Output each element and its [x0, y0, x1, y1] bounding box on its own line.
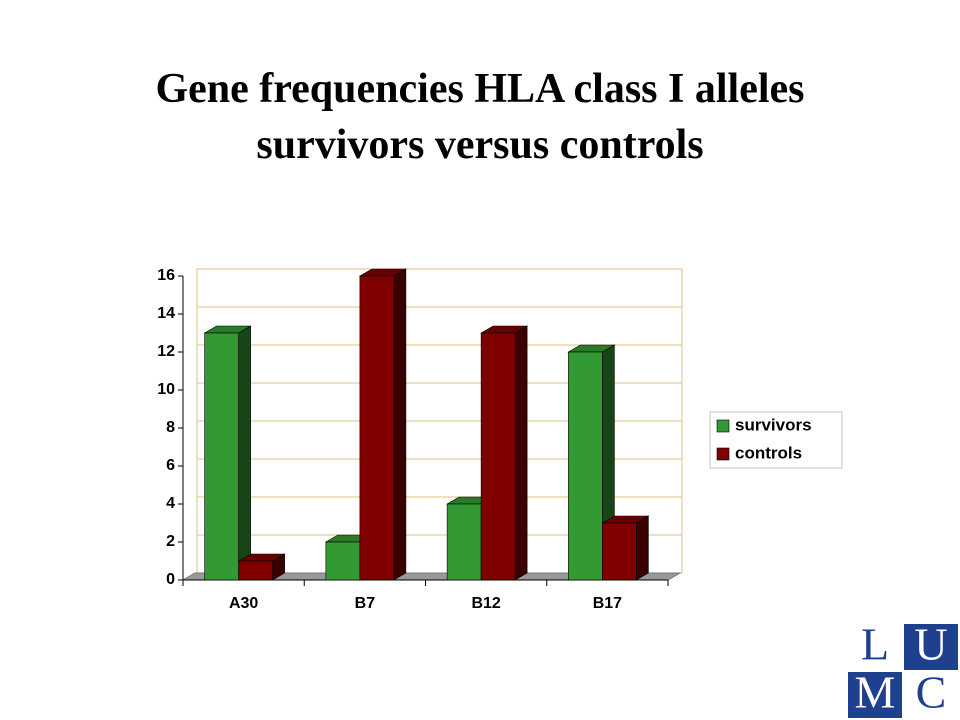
y-tick-label: 16 — [157, 267, 175, 284]
bar-side — [636, 515, 649, 581]
title-line: survivors versus controls — [256, 122, 703, 168]
legend-swatch — [716, 447, 730, 461]
bar — [204, 332, 239, 581]
y-tick-label: 8 — [166, 419, 175, 436]
y-tick-label: 12 — [157, 343, 175, 360]
bar — [238, 560, 273, 581]
y-tick-label: 4 — [166, 495, 175, 512]
bar — [325, 541, 361, 581]
logo-letter: C — [916, 667, 947, 718]
logo-square — [848, 624, 902, 670]
logo-square — [848, 672, 902, 718]
bar — [480, 332, 516, 581]
bar — [568, 351, 603, 581]
legend-swatch — [716, 419, 730, 433]
y-tick-label: 14 — [157, 305, 175, 322]
legend-label: survivors — [735, 415, 812, 434]
bar-side — [238, 325, 251, 581]
x-tick-label: B12 — [471, 595, 500, 612]
logo-letter: U — [914, 619, 947, 670]
y-tick-label: 2 — [166, 533, 175, 550]
bar-side — [514, 325, 528, 581]
logo-square — [904, 624, 958, 670]
bar — [602, 522, 637, 581]
x-tick-label: A30 — [229, 595, 258, 612]
y-tick-label: 0 — [166, 571, 175, 588]
x-tick-label: B7 — [355, 595, 376, 612]
y-tick-label: 10 — [157, 381, 175, 398]
legend-label: controls — [735, 443, 802, 462]
x-tick-label: B17 — [593, 595, 622, 612]
legend-box — [709, 411, 843, 469]
bar — [446, 503, 482, 581]
bar — [359, 275, 395, 581]
logo-letter: L — [861, 619, 889, 670]
logo-letter: M — [855, 667, 896, 718]
bar-side — [393, 268, 407, 581]
logo: L U M C — [848, 619, 958, 718]
y-tick-label: 6 — [166, 457, 175, 474]
logo-square — [904, 672, 958, 718]
title-line: Gene frequencies HLA class I alleles — [155, 66, 804, 112]
